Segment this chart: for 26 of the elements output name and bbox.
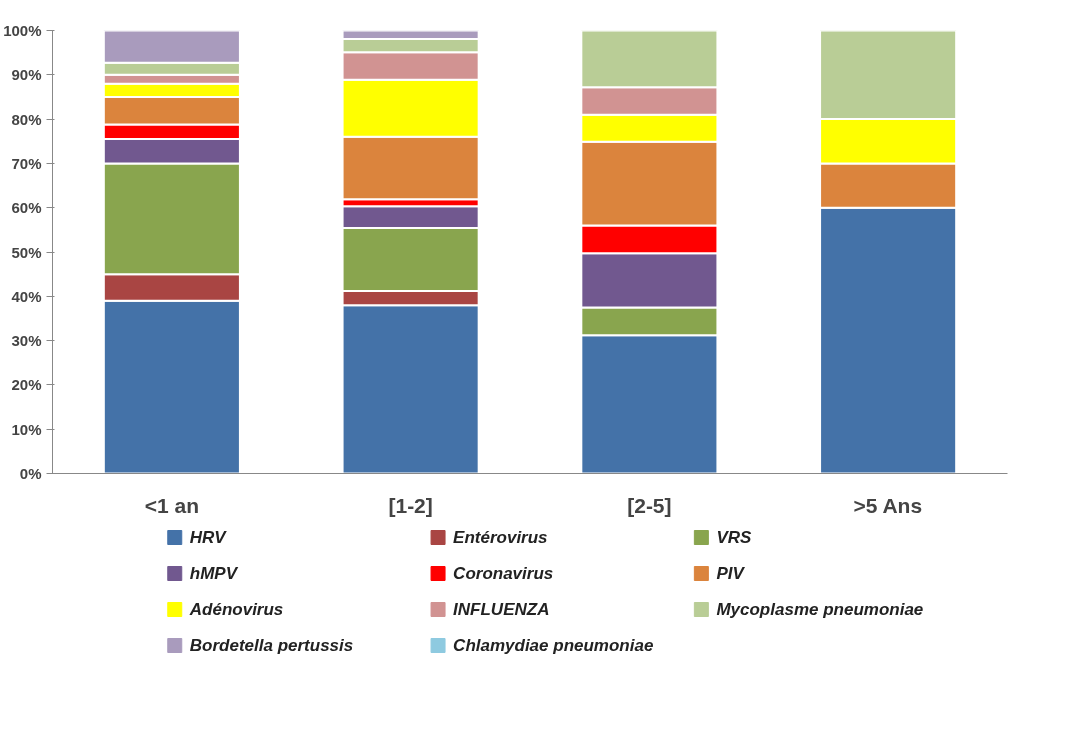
legend-label: hMPV xyxy=(189,564,239,583)
y-tick-label: 0% xyxy=(19,465,42,482)
y-tick-label: 90% xyxy=(11,66,42,84)
y-tick-label: 60% xyxy=(11,199,42,217)
legend-label: INFLUENZA xyxy=(453,600,550,619)
legend-label: VRS xyxy=(716,528,753,547)
x-tick-label: [2-5] xyxy=(627,493,672,517)
x-tick-label: [1-2] xyxy=(388,493,433,517)
legend-label: Adénovirus xyxy=(188,600,284,619)
legend-label: Chlamydiae pneumoniae xyxy=(453,636,654,655)
y-tick-label: 70% xyxy=(11,154,42,172)
legend-label: Coronavirus xyxy=(453,564,554,583)
y-tick-label: 40% xyxy=(11,287,42,305)
y-tick-label: 20% xyxy=(11,376,42,394)
y-tick-label: 80% xyxy=(11,110,42,128)
legend-label: Mycoplasme pneumoniae xyxy=(716,600,924,619)
x-tick-label: >5 Ans xyxy=(853,493,923,517)
y-tick-label: 10% xyxy=(11,420,42,438)
legend-label: PIV xyxy=(716,564,746,583)
y-tick-label: 50% xyxy=(11,243,42,261)
y-tick-label: 30% xyxy=(11,332,42,350)
y-tick-label: 100% xyxy=(3,22,42,39)
legend-label: Bordetella pertussis xyxy=(189,636,354,655)
legend-label: HRV xyxy=(189,528,228,547)
x-tick-label: <1 an xyxy=(144,493,200,517)
legend-label: Entérovirus xyxy=(453,528,548,547)
